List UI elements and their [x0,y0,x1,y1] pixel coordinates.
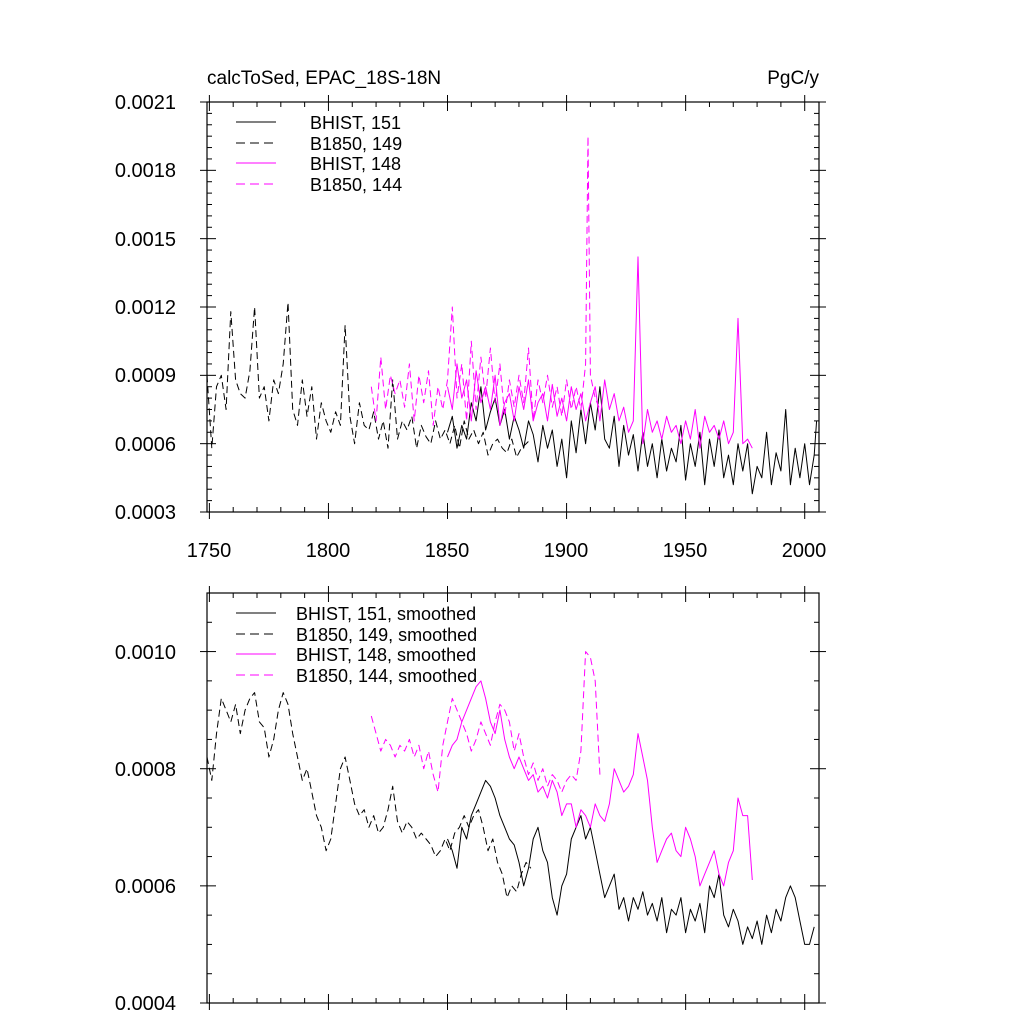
top-plot-frame [207,102,819,512]
top-y-tick-label: 0.0018 [115,160,176,182]
bottom-y-tick-label: 0.0008 [115,759,176,781]
top-y-tick-labels: 0.0003 0.0006 0.0009 0.0012 0.0015 0.001… [115,92,176,524]
top-axis-ticks [200,95,826,519]
series-line-b1850-149 [207,302,531,457]
bottom-y-tick-labels: 0.0004 0.0006 0.0008 0.0010 [115,642,176,1015]
legend-label-bhist-148: BHIST, 148 [310,154,401,174]
top-y-tick-label: 0.0021 [115,92,176,114]
bottom-axis-ticks [200,586,826,1010]
top-panel: calcToSed, EPAC_18S-18N PgC/y 0.0003 0.0… [115,68,826,562]
series-line-bhist-151 [448,387,817,494]
top-x-tick-label: 2000 [782,540,827,562]
bottom-series-group [207,652,814,945]
top-series-group [207,136,817,494]
series-line-b1850-144 [371,136,600,425]
top-y-tick-label: 0.0012 [115,297,176,319]
legend-label-b1850-144-smoothed: B1850, 144, smoothed [296,666,477,686]
series-line-bhist-151-smoothed [448,780,815,944]
series-line-bhist-148-smoothed [448,681,753,886]
bottom-panel: 0.0004 0.0006 0.0008 0.0010 BHIST, 151, … [115,586,826,1015]
legend-label-bhist-151: BHIST, 151 [310,113,401,133]
bottom-y-tick-label: 0.0010 [115,642,176,664]
legend-label-b1850-149: B1850, 149 [310,134,402,154]
bottom-y-tick-label: 0.0006 [115,876,176,898]
top-chart-title: calcToSed, EPAC_18S-18N [207,68,441,89]
top-x-tick-label: 1900 [544,540,589,562]
series-line-bhist-148 [448,257,753,448]
top-legend: BHIST, 151 B1850, 149 BHIST, 148 B1850, … [236,113,402,195]
chart-canvas: calcToSed, EPAC_18S-18N PgC/y 0.0003 0.0… [0,0,1024,1024]
bottom-legend: BHIST, 151, smoothed B1850, 149, smoothe… [236,604,477,686]
top-x-tick-label: 1850 [425,540,470,562]
top-y-tick-label: 0.0003 [115,502,176,524]
top-y-tick-label: 0.0015 [115,229,176,251]
top-units-label: PgC/y [767,68,819,89]
legend-label-b1850-149-smoothed: B1850, 149, smoothed [296,625,477,645]
legend-label-bhist-151-smoothed: BHIST, 151, smoothed [296,604,476,624]
top-x-tick-label: 1950 [663,540,708,562]
legend-label-bhist-148-smoothed: BHIST, 148, smoothed [296,645,476,665]
legend-label-b1850-144: B1850, 144 [310,175,402,195]
top-y-tick-label: 0.0009 [115,365,176,387]
top-x-tick-labels: 1750 1800 1850 1900 1950 2000 [187,540,827,562]
bottom-y-tick-label: 0.0004 [115,993,176,1015]
top-y-tick-label: 0.0006 [115,434,176,456]
top-x-tick-label: 1800 [306,540,351,562]
top-x-tick-label: 1750 [187,540,232,562]
series-line-b1850-149-smoothed [207,693,531,898]
